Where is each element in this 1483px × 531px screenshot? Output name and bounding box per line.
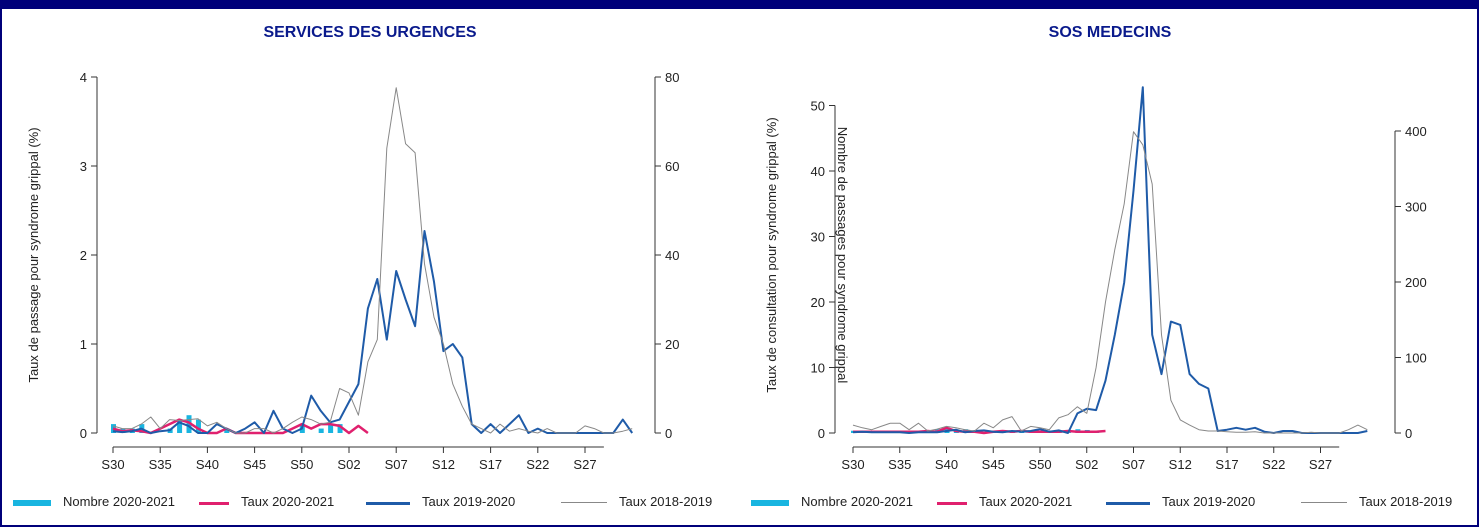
- right-axis-tick-label: 200: [1405, 275, 1427, 290]
- x-axis-tick-label: S22: [526, 457, 549, 472]
- left-axis-tick-label: 0: [80, 426, 87, 441]
- legend-urgences: Nombre 2020-2021 Taux 2020-2021 Taux 2019-…: [0, 494, 740, 514]
- legend-swatch: [561, 502, 607, 503]
- left-axis-tick-label: 20: [811, 295, 825, 310]
- right-axis-tick-label: 60: [665, 159, 679, 174]
- legend-label: Taux 2019-2020: [1162, 494, 1256, 509]
- series-line-taux-2018-2019: [112, 87, 633, 434]
- y2-axis-title: Nombre de passages pour syndrome grippal: [835, 127, 850, 384]
- legend-label: Nombre 2020-2021: [63, 494, 176, 509]
- bar-nombre-2020-2021: [224, 428, 230, 433]
- x-axis-tick-label: S17: [1215, 457, 1238, 472]
- legend-swatch: [199, 502, 229, 505]
- x-axis-tick-label: S40: [935, 457, 958, 472]
- legend-label: Nombre 2020-2021: [801, 494, 914, 509]
- right-axis-tick-label: 40: [665, 248, 679, 263]
- series-line-taux-2019-2020: [112, 230, 634, 434]
- bar-nombre-2020-2021: [328, 424, 334, 433]
- x-axis-tick-label: S50: [1028, 457, 1051, 472]
- left-axis-tick-label: 3: [80, 159, 87, 174]
- legend-swatch: [751, 500, 789, 506]
- left-axis-tick-label: 40: [811, 164, 825, 179]
- bar-nombre-2020-2021: [337, 424, 343, 433]
- x-axis-tick-label: S02: [337, 457, 360, 472]
- legend-swatch: [13, 500, 51, 506]
- legend-label: Taux 2019-2020: [422, 494, 516, 509]
- right-axis-tick-label: 0: [1405, 426, 1412, 441]
- left-axis-tick-label: 10: [811, 361, 825, 376]
- left-axis-tick-label: 1: [80, 337, 87, 352]
- legend-swatch: [366, 502, 410, 505]
- x-axis-tick-label: S12: [1169, 457, 1192, 472]
- bar-nombre-2020-2021: [195, 419, 201, 433]
- legend-swatch: [1301, 502, 1347, 503]
- legend-label: Taux 2018-2019: [619, 494, 713, 509]
- y-axis-title: Taux de passage pour syndrome grippal (%…: [26, 127, 41, 382]
- legend-sos-medecins: Nombre 2020-2021 Taux 2020-2021 Taux 2019-…: [740, 494, 1480, 514]
- legend-swatch: [1106, 502, 1150, 505]
- legend-label: Taux 2020-2021: [979, 494, 1073, 509]
- x-axis-tick-label: S22: [1262, 457, 1285, 472]
- y-axis-title: Taux de consultation pour syndrome gripp…: [764, 117, 779, 392]
- left-axis-tick-label: 50: [811, 99, 825, 114]
- x-axis-tick-label: S12: [432, 457, 455, 472]
- chart-title-urgences: SERVICES DES URGENCES: [263, 24, 477, 41]
- x-axis-tick-label: S27: [1309, 457, 1332, 472]
- x-axis-tick-label: S07: [385, 457, 408, 472]
- series-line-taux-2019-2020: [852, 86, 1368, 434]
- right-axis-tick-label: 80: [665, 70, 679, 85]
- series-line-taux-2018-2019: [852, 131, 1368, 434]
- x-axis-tick-label: S45: [243, 457, 266, 472]
- right-axis-tick-label: 0: [665, 426, 672, 441]
- x-axis-tick-label: S40: [196, 457, 219, 472]
- x-axis-tick-label: S17: [479, 457, 502, 472]
- left-axis-tick-label: 4: [80, 70, 87, 85]
- x-axis-tick-label: S35: [888, 457, 911, 472]
- left-axis-tick-label: 0: [818, 426, 825, 441]
- legend-swatch: [937, 502, 967, 505]
- bar-nombre-2020-2021: [318, 428, 324, 433]
- right-axis-tick-label: 100: [1405, 351, 1427, 366]
- left-axis-tick-label: 30: [811, 230, 825, 245]
- x-axis-tick-label: S07: [1122, 457, 1145, 472]
- chart-title-sos-medecins: SOS MEDECINS: [1048, 24, 1172, 41]
- x-axis-tick-label: S30: [101, 457, 124, 472]
- x-axis-tick-label: S50: [290, 457, 313, 472]
- legend-label: Taux 2020-2021: [241, 494, 335, 509]
- x-axis-tick-label: S45: [982, 457, 1005, 472]
- legend-label: Taux 2018-2019: [1359, 494, 1453, 509]
- right-axis-tick-label: 300: [1405, 200, 1427, 215]
- right-axis-tick-label: 400: [1405, 124, 1427, 139]
- x-axis-tick-label: S35: [149, 457, 172, 472]
- left-axis-tick-label: 2: [80, 248, 87, 263]
- x-axis-tick-label: S02: [1075, 457, 1098, 472]
- right-axis-tick-label: 20: [665, 337, 679, 352]
- x-axis-tick-label: S27: [573, 457, 596, 472]
- bar-nombre-2020-2021: [177, 419, 183, 433]
- x-axis-tick-label: S30: [841, 457, 864, 472]
